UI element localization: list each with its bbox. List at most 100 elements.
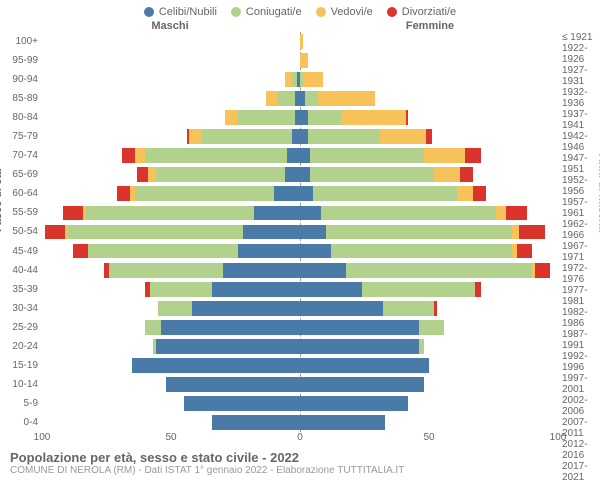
male-bar	[42, 301, 300, 316]
bar-segment	[238, 244, 300, 259]
pyramid-row	[42, 203, 558, 222]
bar-segment	[465, 148, 480, 163]
birth-label: 2002-2006	[558, 395, 600, 417]
male-bar	[42, 34, 300, 49]
age-label: 25-29	[0, 318, 42, 337]
male-bar	[42, 396, 300, 411]
female-bar	[300, 396, 558, 411]
bar-segment	[137, 167, 147, 182]
bar-segment	[156, 339, 300, 354]
age-label: 55-59	[0, 203, 42, 222]
x-ticks: 10050050100	[42, 432, 558, 446]
age-axis: 100+95-9990-9485-8980-8475-7970-7465-696…	[0, 32, 42, 432]
age-label: 85-89	[0, 89, 42, 108]
pyramid-row	[42, 356, 558, 375]
birth-label: 1997-2001	[558, 373, 600, 395]
female-bar	[300, 358, 558, 373]
x-tick: 50	[423, 432, 434, 443]
female-bar	[300, 339, 558, 354]
pyramid-row	[42, 51, 558, 70]
female-bar	[300, 282, 558, 297]
age-label: 70-74	[0, 146, 42, 165]
bar-segment	[166, 377, 300, 392]
male-bar	[42, 415, 300, 430]
pyramid-row	[42, 318, 558, 337]
female-bar	[300, 415, 558, 430]
legend-divorced: Divorziati/e	[387, 6, 456, 18]
birth-label: 1972-1976	[558, 263, 600, 285]
male-bar	[42, 91, 300, 106]
bar-segment	[287, 148, 300, 163]
bar-segment	[86, 206, 254, 221]
male-bar	[42, 72, 300, 87]
age-label: 50-54	[0, 222, 42, 241]
bar-segment	[434, 167, 460, 182]
bar-segment	[496, 206, 506, 221]
bar-segment	[223, 263, 300, 278]
pyramid-row	[42, 299, 558, 318]
bar-segment	[380, 129, 426, 144]
pyramid-row	[42, 394, 558, 413]
bar-segment	[300, 282, 362, 297]
bar-segment	[88, 244, 238, 259]
birth-label: 2017-2021	[558, 461, 600, 483]
birth-axis: ≤ 19211922-19261927-19311932-19361937-19…	[558, 32, 600, 432]
bar-segment	[300, 225, 326, 240]
age-label: 0-4	[0, 413, 42, 432]
x-tick: 0	[297, 432, 303, 443]
bar-segment	[300, 148, 310, 163]
pyramid-row	[42, 184, 558, 203]
bar-segment	[475, 282, 480, 297]
male-bar	[42, 110, 300, 125]
female-bar	[300, 263, 558, 278]
pyramid-row	[42, 222, 558, 241]
male-bar	[42, 53, 300, 68]
birth-label: 1977-1981	[558, 285, 600, 307]
male-bar	[42, 225, 300, 240]
bar-segment	[300, 129, 308, 144]
swatch-married	[231, 7, 241, 17]
bar-segment	[419, 320, 445, 335]
male-bar	[42, 206, 300, 221]
birth-label: 1957-1961	[558, 197, 600, 219]
age-label: 65-69	[0, 165, 42, 184]
legend-label-widowed: Vedovi/e	[331, 6, 373, 18]
swatch-divorced	[387, 7, 397, 17]
bar-segment	[346, 263, 532, 278]
bar-segment	[460, 167, 473, 182]
bar-segment	[135, 148, 145, 163]
male-bar	[42, 263, 300, 278]
bar-segment	[300, 301, 383, 316]
bar-segment	[535, 263, 550, 278]
x-tick: 100	[550, 432, 567, 443]
chart-title: Popolazione per età, sesso e stato civil…	[10, 450, 590, 465]
bar-segment	[424, 148, 465, 163]
bar-segment	[300, 34, 303, 49]
female-bar	[300, 377, 558, 392]
footer: Popolazione per età, sesso e stato civil…	[0, 450, 600, 478]
male-title: Maschi	[0, 20, 300, 32]
birth-label: ≤ 1921	[558, 32, 600, 43]
birth-label: 1992-1996	[558, 351, 600, 373]
gender-header: Maschi Femmine	[0, 20, 600, 32]
birth-label: 1937-1941	[558, 109, 600, 131]
female-bar	[300, 167, 558, 182]
birth-label: 1962-1966	[558, 219, 600, 241]
bar-segment	[148, 167, 156, 182]
bar-segment	[341, 110, 406, 125]
bar-segment	[277, 91, 295, 106]
bar-segment	[156, 167, 285, 182]
bar-segment	[426, 129, 431, 144]
bar-segment	[310, 167, 434, 182]
age-label: 10-14	[0, 375, 42, 394]
bar-segment	[305, 91, 318, 106]
female-bar	[300, 206, 558, 221]
bar-segment	[189, 129, 202, 144]
bar-segment	[63, 206, 84, 221]
bar-segment	[184, 396, 300, 411]
female-bar	[300, 244, 558, 259]
bar-segment	[192, 301, 300, 316]
female-bar	[300, 34, 558, 49]
age-label: 100+	[0, 32, 42, 51]
age-label: 20-24	[0, 337, 42, 356]
